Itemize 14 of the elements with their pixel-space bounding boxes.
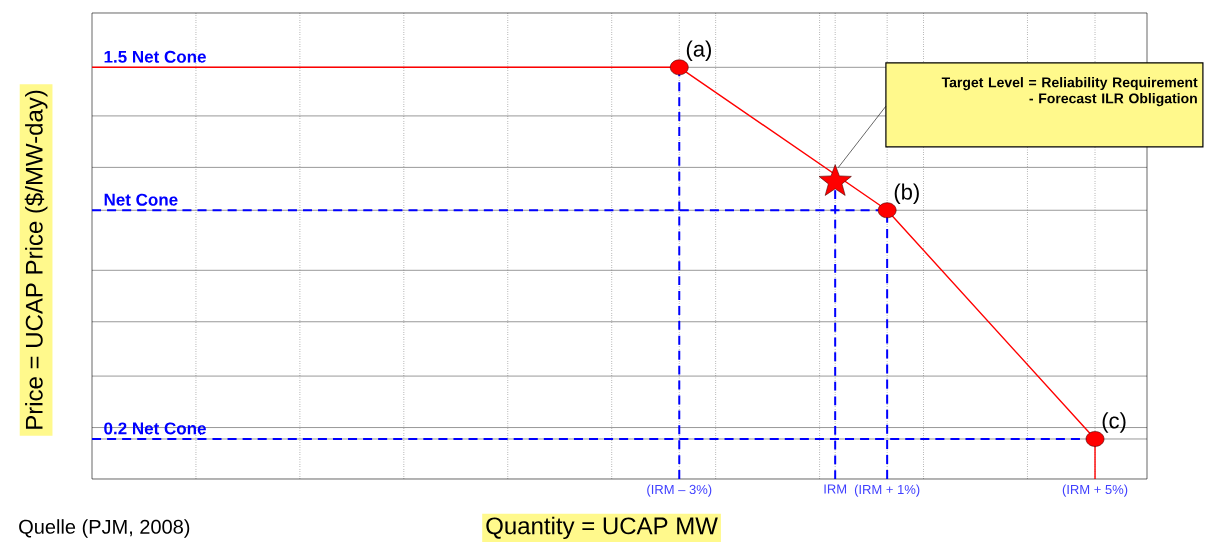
y-tick-label: 1.5 Net Cone: [104, 50, 206, 63]
y-axis-title: Price = UCAP Price ($/MW-day): [24, 90, 48, 429]
annotation: (b): [894, 183, 919, 205]
annotation: Target Level = Reliability Requirement - Forecast ILR Obligation: [941, 77, 1198, 107]
x-axis-title: Quantity = UCAP MW: [486, 516, 718, 540]
annotation: (a): [686, 40, 711, 62]
y-tick-label: Net Cone: [104, 193, 178, 206]
annotation: (c): [1102, 412, 1126, 433]
source-note: Quelle (PJM, 2008): [19, 519, 190, 538]
y-tick-label: 0.2 Net Cone: [104, 422, 206, 435]
x-tick-label: (IRM + 1%): [854, 484, 920, 497]
x-tick-label: (IRM – 3%): [647, 484, 712, 497]
x-tick-label: IRM: [824, 484, 847, 494]
x-tick-label: (IRM + 5%): [1062, 484, 1128, 497]
